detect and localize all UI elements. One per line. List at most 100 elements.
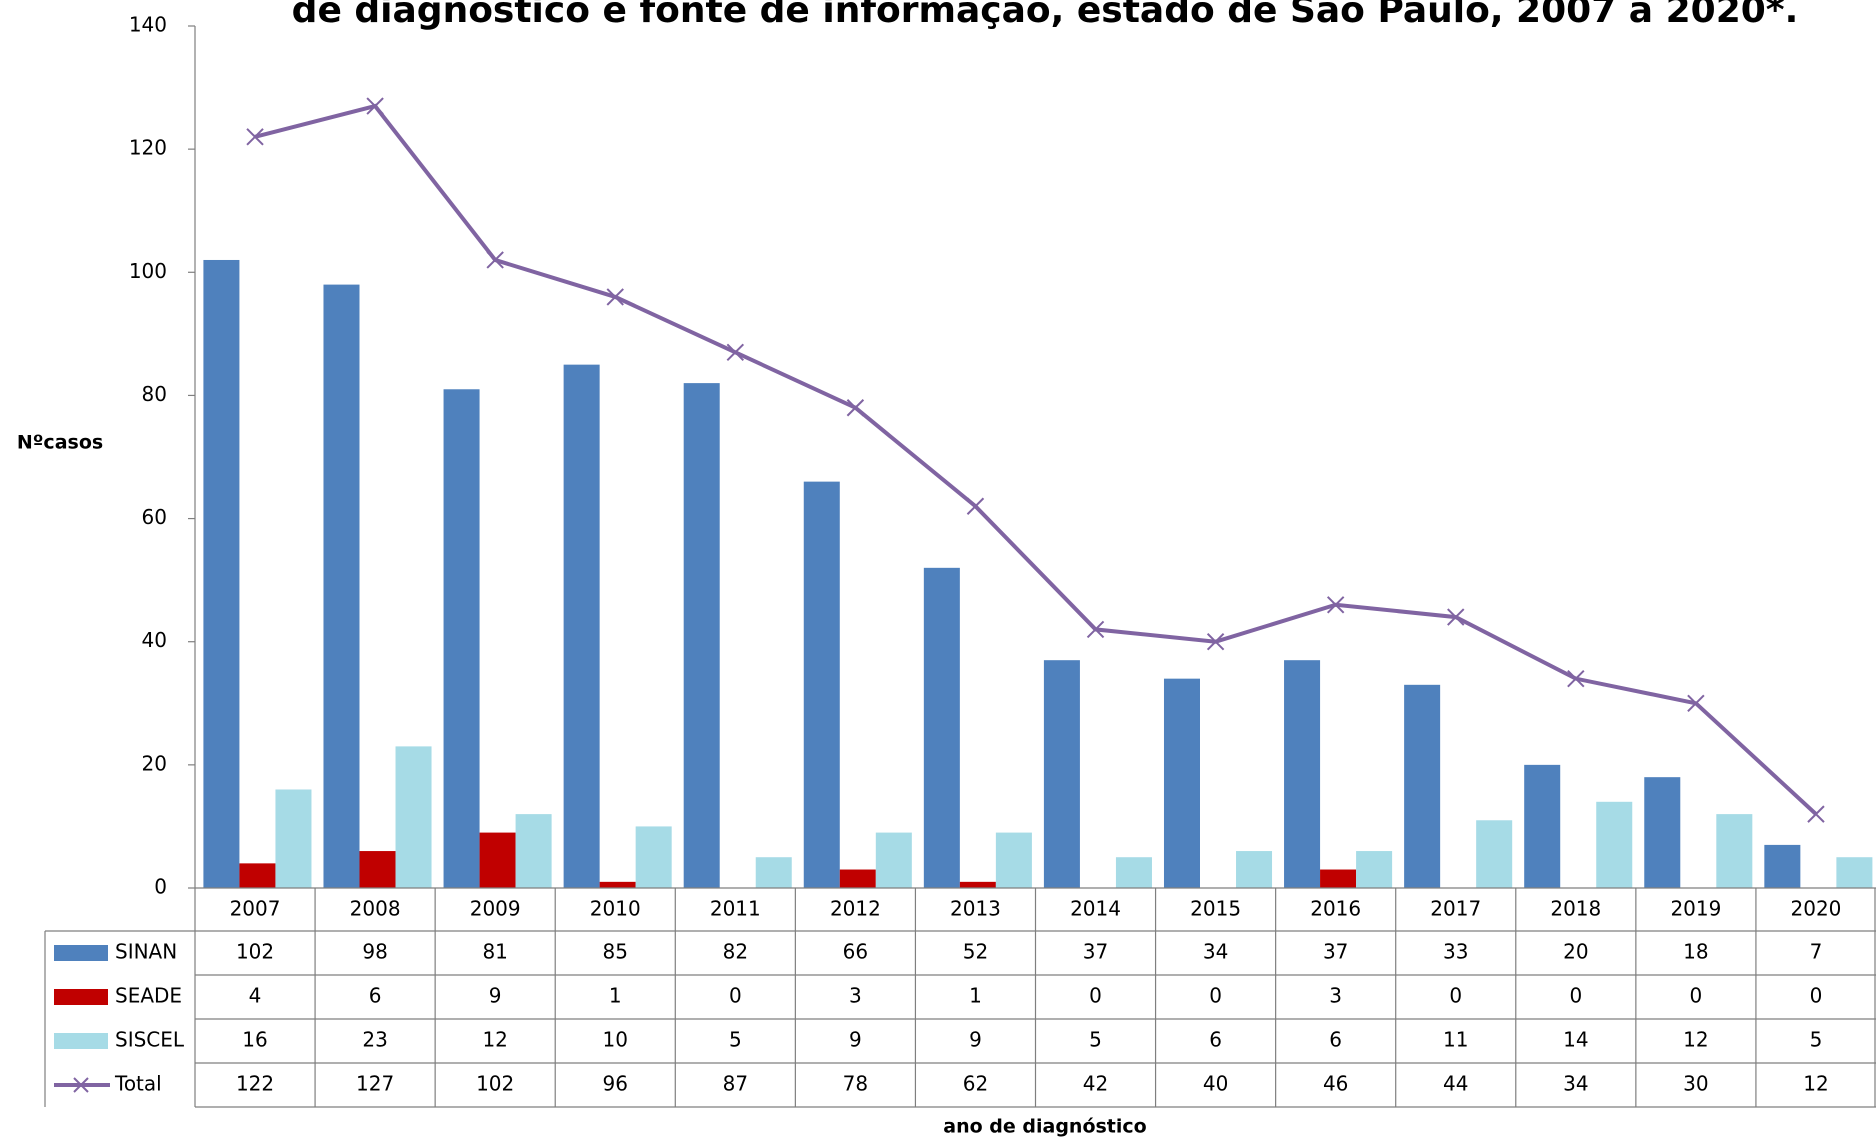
table-value: 62: [963, 1072, 988, 1096]
bar: [995, 832, 1032, 888]
x-tick-label: 2015: [1190, 897, 1241, 921]
y-tick-label: 140: [129, 13, 167, 37]
table-value: 0: [1449, 984, 1462, 1008]
line-marker: [246, 128, 264, 146]
bar: [1163, 678, 1200, 888]
table-value: 5: [1810, 1028, 1823, 1052]
table-value: 46: [1323, 1072, 1348, 1096]
table-value: 0: [1810, 984, 1823, 1008]
bar: [203, 259, 240, 888]
table-value: 40: [1203, 1072, 1228, 1096]
x-tick-label: 2019: [1670, 897, 1721, 921]
line-marker: [1447, 608, 1465, 626]
bar: [803, 481, 840, 888]
bar: [443, 389, 480, 888]
x-tick-label: 2007: [230, 897, 281, 921]
legend-label: SISCEL: [115, 1028, 185, 1052]
table-value: 52: [963, 940, 988, 964]
bar: [1356, 851, 1393, 888]
table-value: 4: [249, 984, 262, 1008]
table-value: 11: [1443, 1028, 1468, 1052]
table-value: 37: [1323, 940, 1348, 964]
x-tick-label: 2013: [950, 897, 1001, 921]
table-value: 16: [242, 1028, 267, 1052]
table-value: 127: [356, 1072, 394, 1096]
table-value: 81: [482, 940, 507, 964]
table-value: 34: [1563, 1072, 1588, 1096]
legend-swatch: [54, 989, 108, 1005]
table-value: 12: [1683, 1028, 1708, 1052]
bar: [395, 746, 432, 888]
table-value: 9: [969, 1028, 982, 1052]
x-tick-label: 2010: [590, 897, 641, 921]
table-value: 9: [489, 984, 502, 1008]
bar: [515, 814, 552, 888]
bar: [683, 383, 720, 888]
table-value: 10: [603, 1028, 628, 1052]
table-value: 3: [849, 984, 862, 1008]
bar: [1836, 857, 1873, 888]
legend-label: Total: [114, 1072, 162, 1096]
legend-label: SEADE: [115, 984, 182, 1008]
table-value: 0: [729, 984, 742, 1008]
bar: [1236, 851, 1273, 888]
legend-swatch: [54, 1033, 108, 1049]
table-value: 6: [369, 984, 382, 1008]
table-value: 18: [1683, 940, 1708, 964]
table-value: 1: [969, 984, 982, 1008]
table-value: 0: [1690, 984, 1703, 1008]
bar: [275, 789, 312, 888]
table-value: 102: [476, 1072, 514, 1096]
table-value: 12: [482, 1028, 507, 1052]
table-value: 1: [609, 984, 622, 1008]
table-value: 0: [1089, 984, 1102, 1008]
line-marker: [1807, 805, 1825, 823]
x-tick-label: 2008: [350, 897, 401, 921]
table-value: 12: [1803, 1072, 1828, 1096]
x-tick-label: 2009: [470, 897, 521, 921]
line-marker: [486, 251, 504, 269]
table-value: 66: [843, 940, 868, 964]
line-marker: [726, 343, 745, 362]
bar: [635, 826, 672, 888]
y-tick-label: 120: [129, 136, 167, 160]
legend-swatch: [54, 945, 108, 961]
table-value: 3: [1329, 984, 1342, 1008]
table-value: 5: [1089, 1028, 1102, 1052]
bar: [923, 567, 960, 888]
table-value: 98: [362, 940, 387, 964]
line-marker: [966, 497, 985, 515]
bar: [1644, 777, 1681, 888]
table-value: 30: [1683, 1072, 1708, 1096]
x-tick-label: 2018: [1550, 897, 1601, 921]
y-tick-label: 0: [154, 875, 167, 899]
line-marker: [1086, 620, 1105, 639]
table-value: 14: [1563, 1028, 1588, 1052]
table-value: 5: [729, 1028, 742, 1052]
bar: [839, 869, 876, 888]
bar: [359, 851, 396, 888]
bar: [1524, 764, 1561, 888]
line-marker: [1206, 633, 1225, 651]
line-marker: [1326, 596, 1345, 614]
table-value: 102: [236, 940, 274, 964]
x-tick-label: 2011: [710, 897, 761, 921]
table-value: 33: [1443, 940, 1468, 964]
bar: [1476, 820, 1513, 888]
table-value: 87: [723, 1072, 748, 1096]
line-marker: [846, 399, 865, 417]
table-value: 78: [843, 1072, 868, 1096]
bar: [563, 364, 600, 889]
bar: [1115, 857, 1152, 888]
table-value: 42: [1083, 1072, 1108, 1096]
chart-title: de diagnóstico e fonte de informação, es…: [292, 0, 1799, 31]
table-value: 82: [723, 940, 748, 964]
legend-label: SINAN: [115, 940, 177, 964]
y-tick-label: 80: [142, 382, 167, 406]
table-value: 0: [1209, 984, 1222, 1008]
table-value: 85: [603, 940, 628, 964]
line-marker: [606, 288, 624, 306]
y-axis-label: Nºcasos: [17, 432, 103, 454]
bar: [599, 881, 636, 888]
